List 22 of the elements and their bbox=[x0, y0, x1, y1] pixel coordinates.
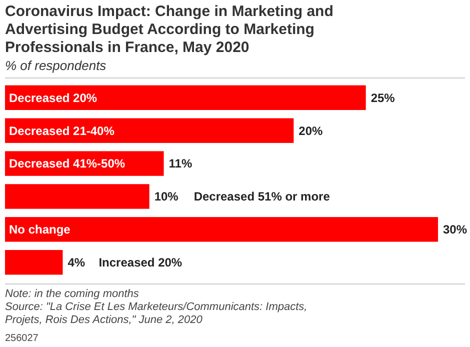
data-label: 11% bbox=[168, 156, 192, 171]
y-tick-label: No change bbox=[9, 222, 71, 237]
bar bbox=[5, 118, 294, 143]
bar bbox=[5, 85, 366, 110]
y-tick-label: Decreased 41%-50% bbox=[9, 156, 126, 171]
text: 256027 bbox=[5, 333, 39, 344]
chart-subtitle: % of respondents bbox=[5, 58, 107, 73]
bar bbox=[5, 184, 150, 209]
y-tick-label: Decreased 51% or more bbox=[194, 190, 330, 204]
chart-title: Coronavirus Impact: Change in Marketing and Advertising Budget According to Marketing Professionals in France, May 2020 bbox=[5, 3, 334, 56]
y-tick-label: Decreased 20% bbox=[9, 90, 98, 105]
y-tick-label: Decreased 21-40% bbox=[9, 124, 115, 138]
source-note: Source: "La Crise Et Les Marketeurs/Communicants: Impacts, Projets, Rois Des Actions," June 2, 2020 bbox=[5, 301, 308, 326]
text: Note: in the coming months bbox=[5, 288, 140, 300]
data-label: 20% bbox=[298, 124, 324, 138]
data-label: 25% bbox=[370, 90, 396, 105]
data-label: 30% bbox=[443, 222, 468, 237]
y-tick-label: Increased 20% bbox=[98, 256, 182, 270]
bar bbox=[5, 217, 438, 242]
bar bbox=[5, 250, 63, 275]
data-label: 4% bbox=[68, 256, 86, 270]
data-label: 10% bbox=[154, 190, 179, 204]
